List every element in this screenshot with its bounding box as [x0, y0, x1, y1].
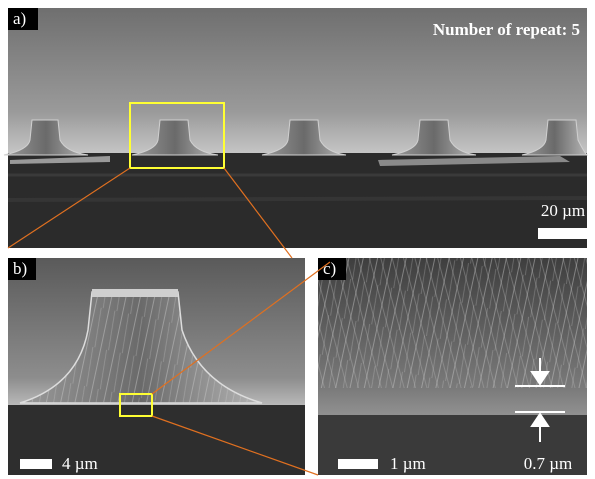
thickness-label: 0.7 µm [524, 454, 573, 473]
fibers [318, 258, 587, 388]
figure: a) Number of repeat: 5 20 µm b) 4 µm c [0, 0, 595, 479]
scale-bar-label: 1 µm [390, 454, 426, 473]
panel-label: b) [13, 259, 27, 278]
scale-bar [538, 228, 588, 239]
panel-c: c) 1 µm 0.7 µm [318, 258, 587, 475]
annotation: Number of repeat: 5 [433, 20, 580, 39]
scale-bar [20, 459, 52, 469]
substrate [8, 405, 305, 475]
texture [8, 198, 587, 200]
scale-bar [338, 459, 378, 469]
panel-label: a) [13, 9, 26, 28]
panel-b: b) 4 µm [8, 258, 305, 475]
scale-bar-label: 4 µm [62, 454, 98, 473]
pillar-top [92, 289, 178, 297]
scale-bar-label: 20 µm [541, 201, 585, 220]
panel-a: a) Number of repeat: 5 20 µm [4, 8, 588, 248]
